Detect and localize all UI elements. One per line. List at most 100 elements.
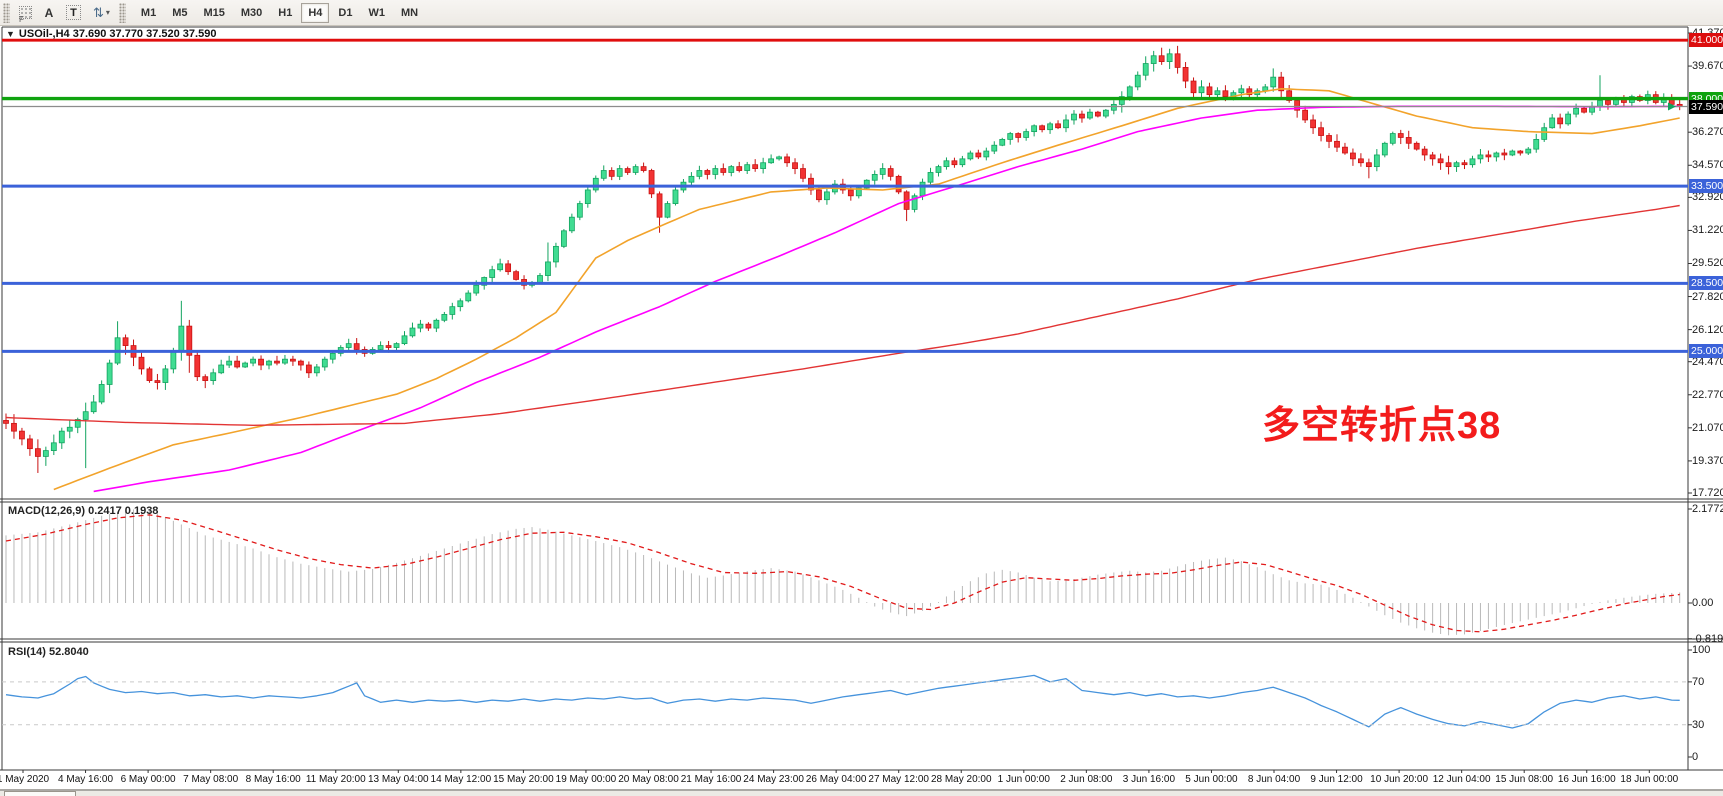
timeframe-button-h1[interactable]: H1 <box>278 6 293 19</box>
candle <box>1294 100 1301 111</box>
candle <box>1286 90 1293 101</box>
candle <box>186 325 193 356</box>
candle <box>1214 90 1221 96</box>
candle <box>505 263 512 273</box>
candle <box>218 364 225 374</box>
chart-annotation-text[interactable]: 多空转折点38 <box>1262 405 1502 447</box>
candle <box>1533 138 1540 150</box>
candle <box>648 170 655 195</box>
candle <box>744 164 751 171</box>
candle <box>194 354 201 378</box>
cycles-button[interactable]: ⇅ ▾ <box>88 3 115 23</box>
candle <box>1206 86 1213 96</box>
candle <box>983 150 990 158</box>
candle <box>1373 154 1380 168</box>
price-tick-label: 21.070 <box>1692 421 1723 434</box>
candle <box>951 160 958 166</box>
candle <box>3 420 9 424</box>
price-tick-label: 29.520 <box>1692 257 1723 270</box>
candle <box>234 360 241 368</box>
candle <box>1350 152 1356 160</box>
time-tick-label: 12 Jun 04:00 <box>1432 774 1491 785</box>
candle <box>1453 162 1460 168</box>
chart-title-text: USOil-,H4 37.690 37.770 37.520 37.590 <box>18 28 217 40</box>
candle <box>1198 86 1205 94</box>
candle <box>274 360 280 364</box>
price-tick-label: 22.770 <box>1692 388 1723 401</box>
text-box-button[interactable]: T <box>61 3 86 23</box>
candle <box>457 300 464 308</box>
candle <box>768 158 775 164</box>
candle <box>712 168 719 175</box>
time-tick-label: 21 May 16:00 <box>680 774 742 785</box>
candle <box>1063 119 1069 129</box>
ma-slow-red <box>5 204 1680 426</box>
candle <box>704 170 711 175</box>
time-tick-label: 13 May 04:00 <box>367 774 429 785</box>
indicator-tick-label: 0.00 <box>1692 597 1714 609</box>
swap-arrows-icon: ⇅ <box>93 4 104 20</box>
timeframe-button-w1[interactable]: W1 <box>368 6 385 19</box>
indicator-tick-label: -0.819 <box>1692 632 1723 645</box>
candle <box>760 162 767 169</box>
candle <box>106 362 113 385</box>
candle <box>1549 117 1556 129</box>
candle <box>154 380 161 383</box>
candle <box>1413 142 1420 150</box>
candle <box>728 166 735 173</box>
candle <box>553 245 559 263</box>
text-label-button[interactable]: A <box>39 3 59 23</box>
time-tick-label: 1 Jun 00:00 <box>997 774 1050 785</box>
candle <box>640 166 647 171</box>
time-tick-label: 28 May 20:00 <box>930 774 992 785</box>
candle <box>688 175 695 183</box>
chart-tab[interactable] <box>4 791 76 796</box>
chart-collapse-icon[interactable]: ▼ <box>6 29 15 39</box>
candle <box>1238 88 1245 94</box>
candle <box>824 191 830 201</box>
candle <box>616 168 623 177</box>
indicator-tick-label: 100 <box>1692 644 1711 656</box>
candle <box>1047 123 1053 131</box>
candle <box>266 360 272 366</box>
candle <box>425 323 432 329</box>
candle <box>632 166 639 173</box>
timeframe-button-mn[interactable]: MN <box>400 6 419 19</box>
candle <box>1142 63 1149 76</box>
candle <box>911 195 918 210</box>
candle <box>1031 125 1038 133</box>
candle <box>1597 100 1603 107</box>
candle <box>1365 162 1372 168</box>
timeframe-button-h4[interactable]: H4 <box>301 2 330 23</box>
candle <box>449 306 456 315</box>
price-tick-label: 34.570 <box>1692 159 1723 172</box>
chart-title: ▼ USOil-,H4 37.690 37.770 37.520 37.590 <box>6 28 216 40</box>
timeframe-button-m1[interactable]: M1 <box>140 6 157 19</box>
candle <box>497 263 504 271</box>
candle <box>736 166 743 171</box>
candle <box>561 230 567 247</box>
candle <box>1437 158 1444 164</box>
template-grid-button[interactable]: F <box>14 3 37 24</box>
candle <box>465 292 472 302</box>
indicator-tick-label: 30 <box>1692 718 1705 731</box>
candle <box>1270 76 1277 88</box>
candle <box>305 364 312 374</box>
candle <box>401 335 408 345</box>
candle <box>90 401 97 413</box>
candle <box>871 174 878 181</box>
letter-a-icon: A <box>44 5 54 20</box>
timeframe-button-m5[interactable]: M5 <box>172 6 188 19</box>
candle <box>489 269 496 278</box>
candle <box>1310 119 1316 129</box>
timeframe-button-m30[interactable]: M30 <box>240 6 263 19</box>
timeframe-button-d1[interactable]: D1 <box>338 6 353 19</box>
time-tick-label: 4 May 16:00 <box>58 774 114 785</box>
candle <box>1071 113 1077 121</box>
candle <box>975 152 982 158</box>
candle <box>1397 133 1404 138</box>
price-level-badge: 37.590 <box>1689 99 1723 114</box>
toolbar-grip[interactable] <box>3 2 10 23</box>
timeframe-button-m15[interactable]: M15 <box>203 6 225 19</box>
